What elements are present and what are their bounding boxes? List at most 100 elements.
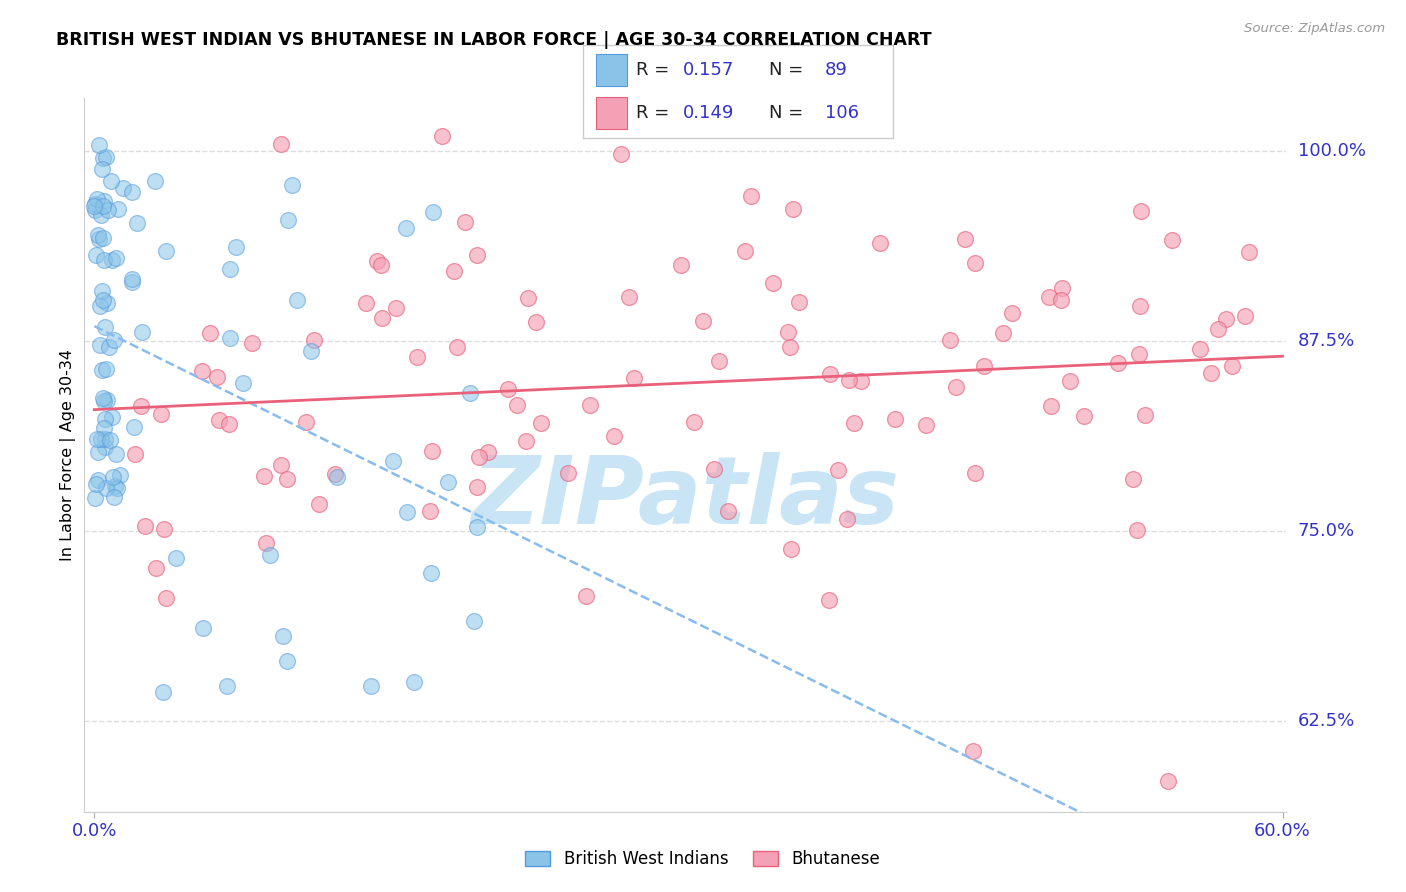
Point (281, 178, 304, 193)
Point (121, 186, 143, 200)
Point (191, 621, 214, 635)
Point (112, 181, 135, 195)
Point (1129, 299, 1152, 313)
Text: 89: 89 (825, 61, 848, 78)
Point (143, 174, 166, 188)
Point (107, 481, 129, 495)
Point (623, 370, 645, 384)
Point (90, 432, 112, 446)
Point (87, 445, 110, 459)
Point (1050, 281, 1073, 295)
Point (94, 412, 117, 426)
Point (323, 467, 346, 481)
Text: 87.5%: 87.5% (1298, 332, 1355, 350)
Point (101, 253, 124, 268)
Point (458, 386, 481, 401)
Point (465, 248, 488, 262)
Point (277, 212, 299, 227)
Point (1135, 408, 1157, 422)
Point (155, 591, 177, 605)
Point (84, 203, 107, 218)
Point (463, 614, 485, 628)
Point (91, 199, 114, 213)
Point (129, 399, 152, 413)
Point (94, 481, 117, 495)
Point (108, 468, 131, 483)
Point (395, 220, 418, 235)
Point (121, 272, 143, 286)
Point (84, 477, 107, 491)
Point (105, 447, 128, 461)
Point (89, 299, 111, 313)
Point (1001, 306, 1024, 320)
Point (103, 491, 125, 505)
Point (370, 258, 392, 272)
Point (669, 259, 692, 273)
Point (419, 504, 441, 518)
Point (91, 231, 114, 245)
Point (219, 331, 242, 345)
Point (419, 566, 441, 581)
Point (89, 232, 111, 246)
Point (575, 589, 598, 603)
Text: 0.149: 0.149 (682, 104, 734, 122)
Point (939, 333, 962, 347)
Point (1215, 312, 1237, 326)
Point (208, 413, 231, 427)
Text: 75.0%: 75.0% (1298, 522, 1355, 540)
Point (101, 470, 124, 484)
Point (603, 429, 626, 443)
Point (93, 432, 115, 446)
Point (270, 136, 292, 151)
Point (354, 296, 377, 310)
Text: N =: N = (769, 104, 808, 122)
Point (90, 284, 112, 298)
Point (93, 151, 115, 165)
Point (276, 654, 298, 668)
Point (165, 550, 187, 565)
Point (87, 228, 110, 243)
Point (1157, 774, 1180, 789)
Point (835, 512, 858, 526)
Point (1128, 347, 1150, 361)
Point (103, 333, 125, 347)
Point (1234, 310, 1257, 324)
Point (468, 450, 491, 464)
Point (121, 275, 143, 289)
Point (505, 398, 527, 412)
Point (477, 444, 499, 458)
Point (107, 202, 129, 216)
Point (360, 679, 382, 693)
Point (86, 192, 108, 206)
Point (779, 541, 801, 556)
Point (422, 444, 444, 458)
Point (703, 462, 725, 476)
Point (89, 138, 111, 153)
Point (610, 147, 633, 161)
Point (150, 407, 173, 421)
Point (579, 397, 602, 411)
Point (1073, 409, 1095, 423)
Point (254, 536, 277, 550)
Point (90, 363, 112, 377)
Point (838, 373, 860, 387)
Point (402, 675, 425, 690)
Point (1199, 367, 1222, 381)
Legend: British West Indians, Bhutanese: British West Indians, Bhutanese (519, 844, 887, 875)
Point (90, 209, 112, 223)
Point (253, 469, 276, 483)
Point (498, 382, 520, 396)
Point (692, 314, 714, 328)
Point (87, 473, 110, 487)
Point (84, 197, 107, 211)
Point (965, 466, 987, 480)
Point (89, 337, 111, 351)
Point (295, 415, 318, 429)
Point (883, 411, 905, 425)
Point (782, 202, 804, 216)
Point (83, 491, 105, 505)
Point (97, 203, 120, 218)
Point (276, 472, 298, 486)
Point (395, 505, 418, 519)
Text: N =: N = (769, 61, 808, 78)
